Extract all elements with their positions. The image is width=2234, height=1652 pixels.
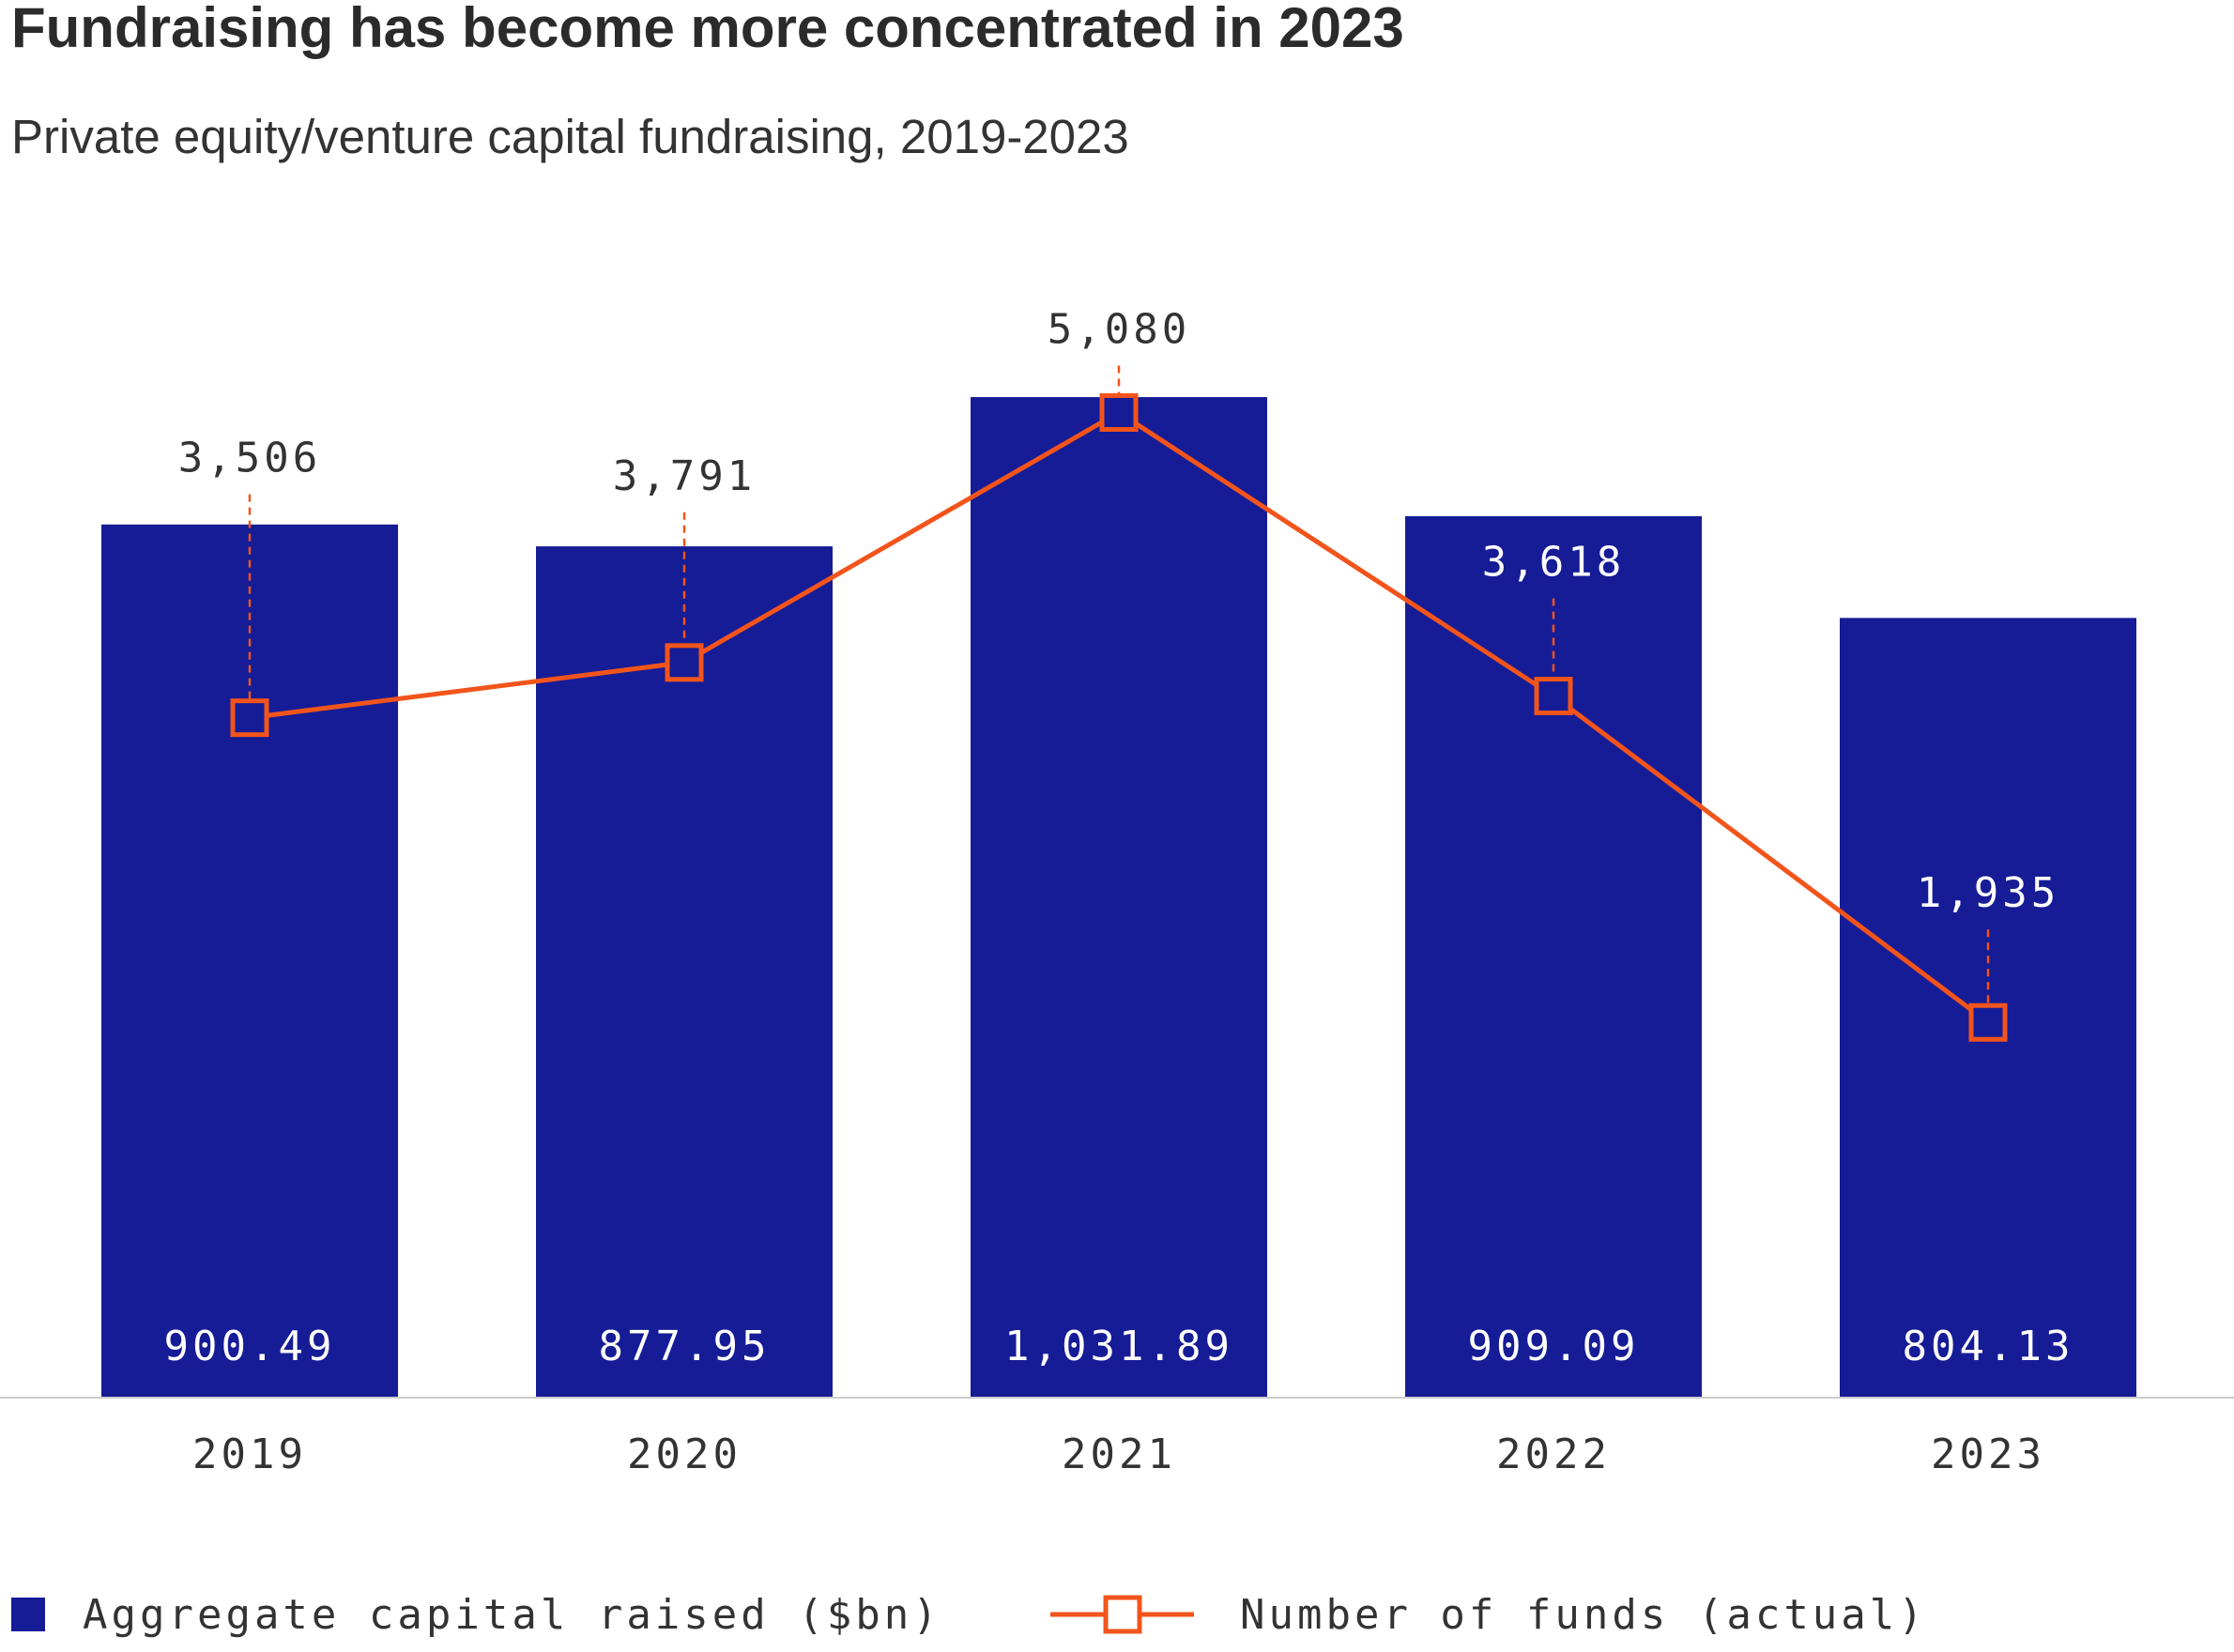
- bar: [1405, 515, 1702, 1398]
- legend-square-marker-icon: [1103, 1595, 1142, 1634]
- line-marker: [230, 698, 269, 738]
- legend: Aggregate capital raised ($bn) Number of…: [11, 1591, 1927, 1639]
- bar-value-label: 877.95: [599, 1323, 771, 1370]
- bar-value-label: 909.09: [1468, 1323, 1640, 1370]
- x-tick-label: 2019: [192, 1430, 307, 1478]
- bar: [536, 546, 833, 1398]
- x-axis-ticks: 2019 2020 2021 2022 2023: [192, 1430, 2045, 1478]
- line-value-label: 5,080: [1048, 305, 1190, 353]
- line-marker: [1534, 677, 1573, 716]
- bar-value-label: 900.49: [164, 1323, 336, 1370]
- bar-value-label: 804.13: [1903, 1323, 2074, 1370]
- bar-series: 900.49 877.95 1,031.89 909.09 804.13: [101, 397, 2136, 1398]
- line-marker: [1099, 392, 1139, 432]
- legend-line-label: Number of funds (actual): [1240, 1591, 1927, 1639]
- line-marker: [665, 643, 704, 682]
- line-value-label: 3,618: [1482, 539, 1625, 587]
- chart-subtitle: Private equity/venture capital fundraisi…: [11, 110, 1129, 163]
- line-value-label: 3,791: [613, 452, 756, 500]
- line-marker: [1968, 1002, 2008, 1042]
- line-value-label: 3,506: [178, 435, 321, 482]
- legend-bar-swatch: [11, 1598, 45, 1631]
- bar: [971, 397, 1267, 1398]
- chart-title: Fundraising has become more concentrated…: [11, 0, 1404, 59]
- line-value-label: 1,935: [1917, 869, 2059, 917]
- x-tick-label: 2023: [1931, 1430, 2045, 1478]
- bar-value-label: 1,031.89: [1004, 1323, 1233, 1370]
- legend-bar-label: Aggregate capital raised ($bn): [83, 1591, 941, 1639]
- x-tick-label: 2020: [627, 1430, 742, 1478]
- x-tick-label: 2022: [1496, 1430, 1611, 1478]
- line-series: 3,506 3,791 5,080 3,618 1,935: [178, 305, 2059, 1042]
- x-tick-label: 2021: [1062, 1430, 1176, 1478]
